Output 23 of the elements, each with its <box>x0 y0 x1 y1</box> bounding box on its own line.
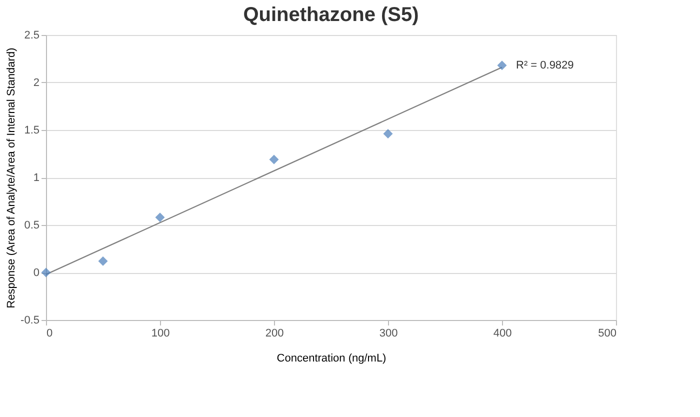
x-tick-label: 100 <box>151 328 170 340</box>
y-tick-label: -0.5 <box>20 314 40 326</box>
x-tick-label: 300 <box>379 328 398 340</box>
point <box>269 154 279 164</box>
x-tick-label: 200 <box>265 328 284 340</box>
point <box>98 256 108 266</box>
point <box>41 268 51 278</box>
point <box>155 212 165 222</box>
chart-title: Quinethazone (S5) <box>243 4 419 26</box>
y-tick-label: 0.5 <box>24 220 40 232</box>
x-tick-label: 0 <box>46 328 53 340</box>
y-tick-label: 2.5 <box>24 30 40 42</box>
y-tick-label: 1 <box>33 172 40 184</box>
y-tick-label: 0 <box>33 267 40 279</box>
y-tick-label: 2 <box>33 77 40 89</box>
y-axis-title: Response (Area of Analyte/Area of Internal Standard) <box>6 48 18 308</box>
y-tick-label: 1.5 <box>24 124 40 136</box>
point <box>383 129 393 139</box>
annotation: R² = 0.9829 <box>516 59 574 72</box>
x-tick-label: 400 <box>493 328 512 340</box>
x-tick-label: 500 <box>598 328 616 340</box>
point <box>497 60 507 70</box>
x-axis-title: Concentration (ng/mL) <box>276 352 386 364</box>
